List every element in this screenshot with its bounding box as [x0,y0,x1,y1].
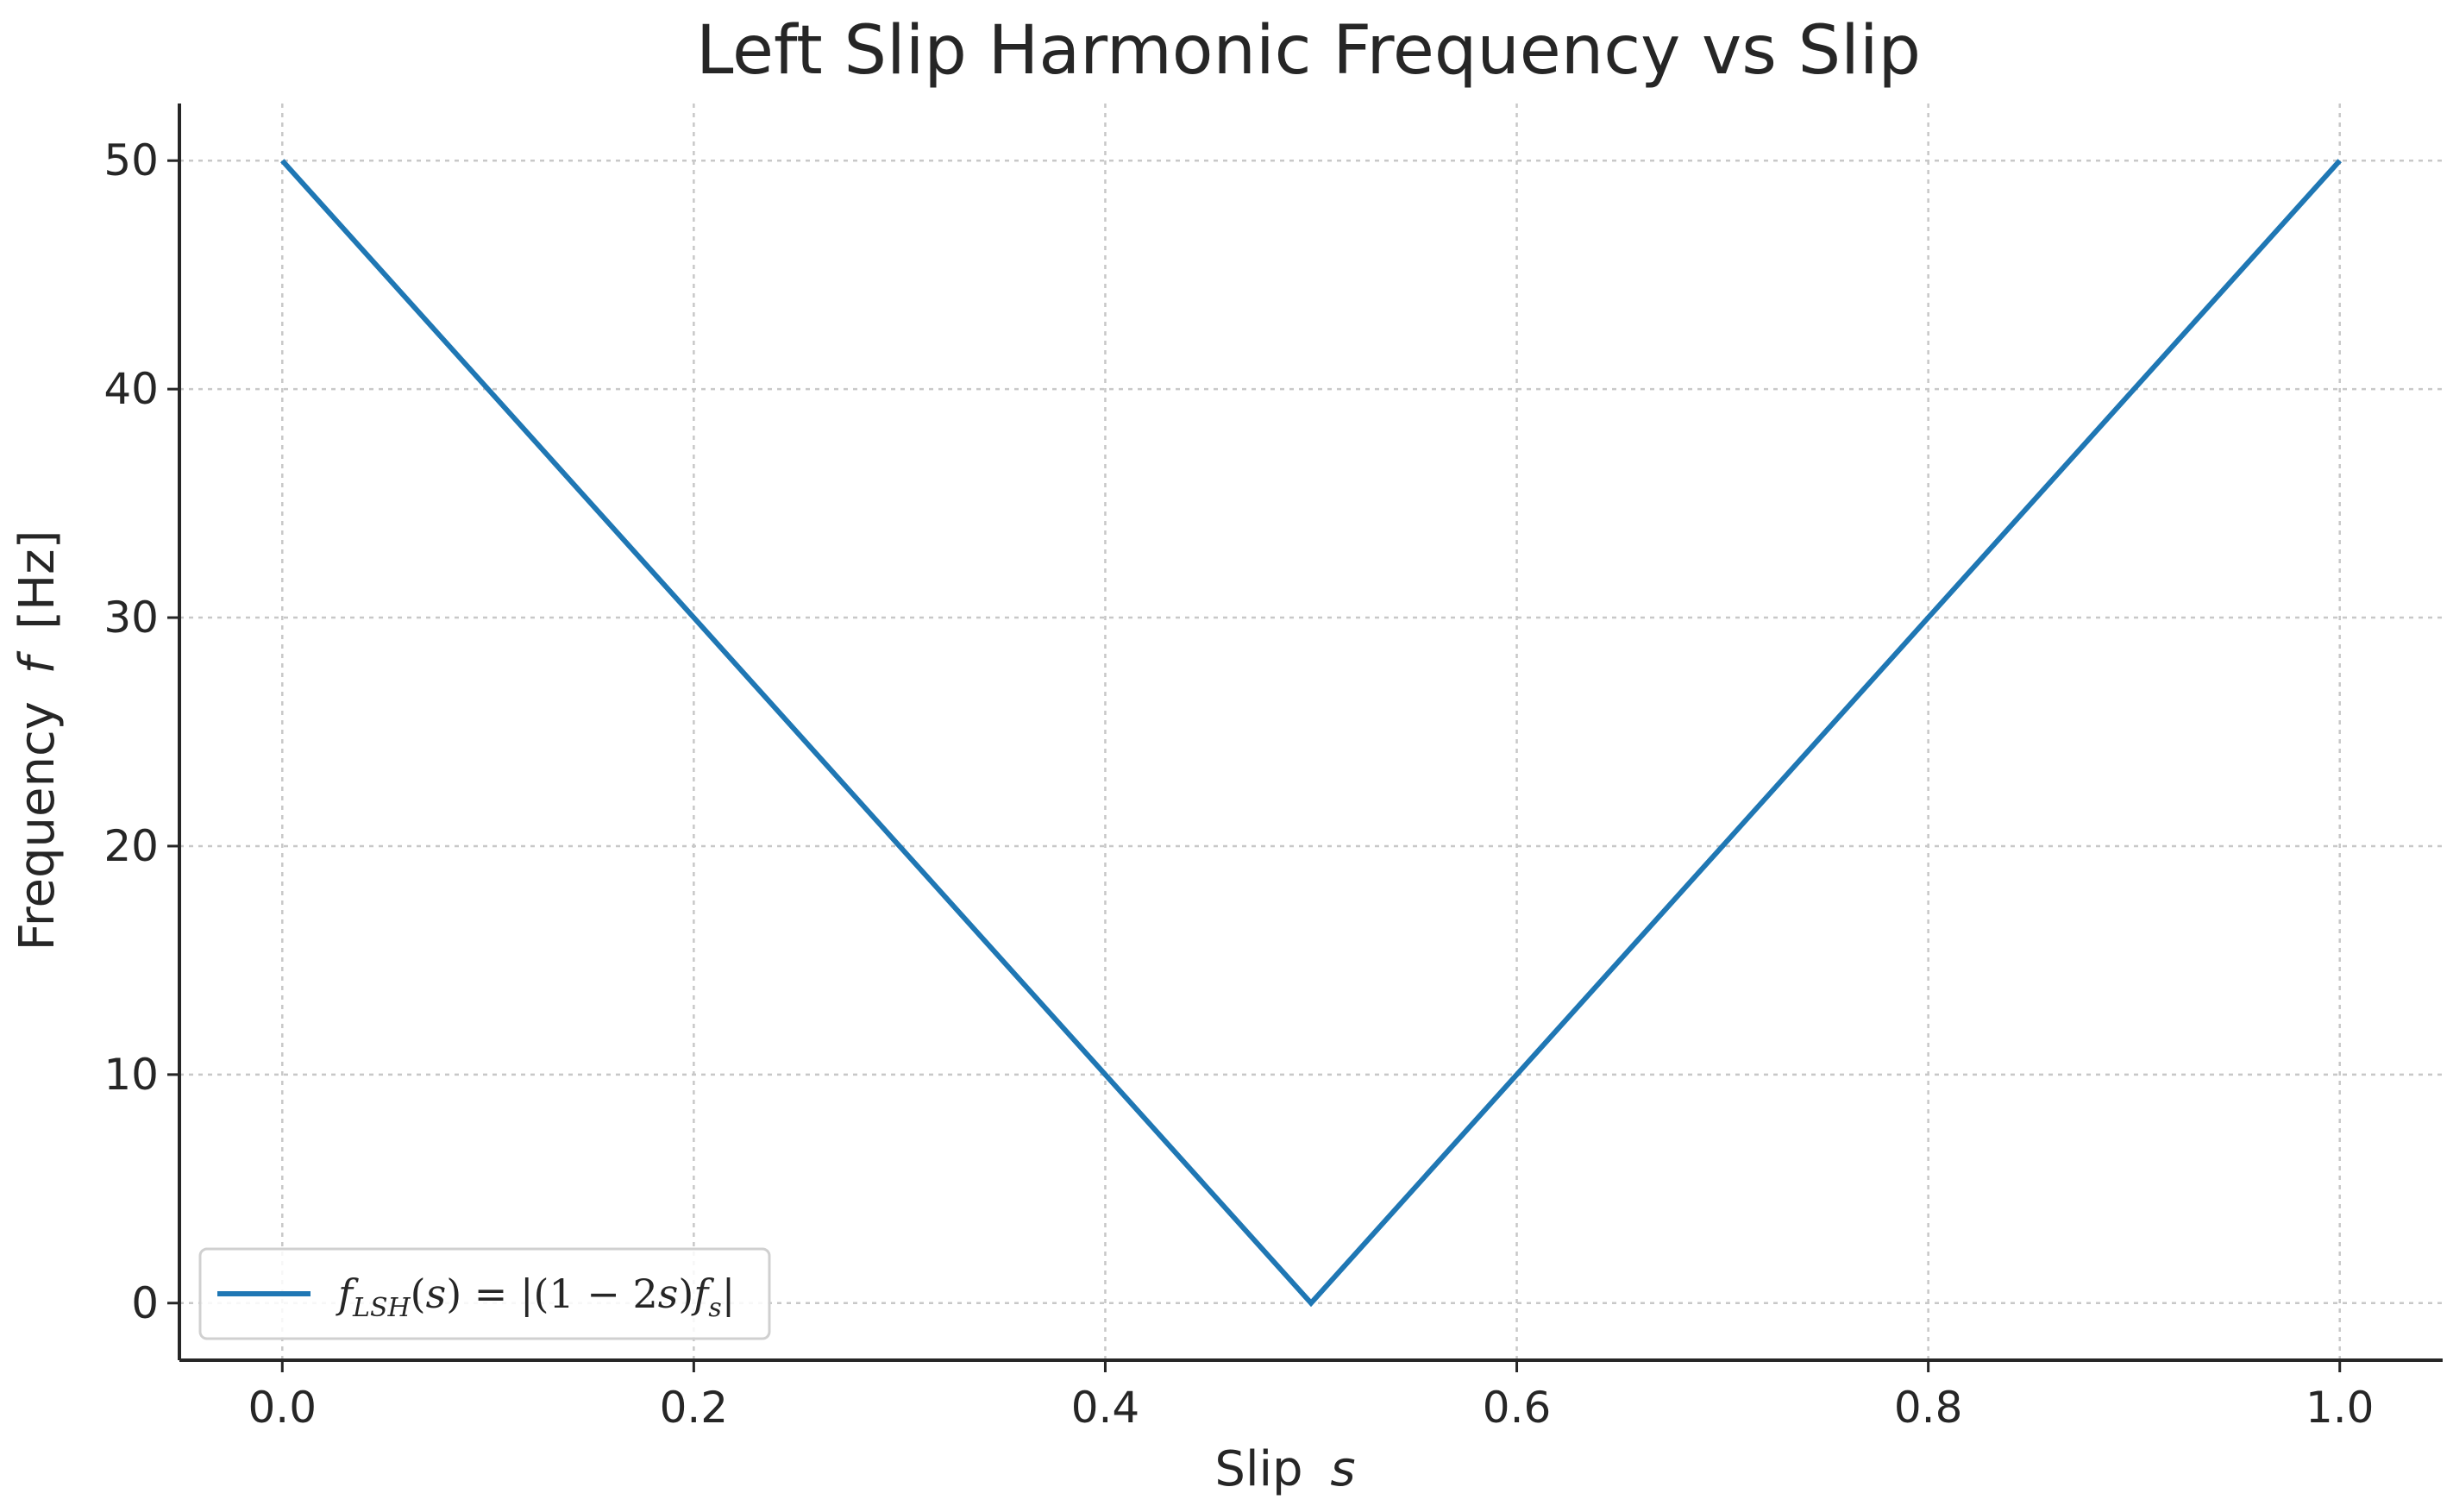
y-axis-label-text: Frequency [9,701,66,950]
x-tick-label: 0.4 [1071,1383,1140,1433]
series-line [280,159,2342,1308]
y-tick-label: 20 [104,821,159,871]
x-axis-label: Slip s [1214,1441,1355,1497]
x-tick-label: 1.0 [2306,1383,2375,1433]
y-tick-label: 30 [104,593,159,643]
legend-entry-label: fLSH(s) = |(1 − 2s)fs| [336,1270,735,1323]
chart-title: Left Slip Harmonic Frequency vs Slip [696,12,1921,90]
y-axis-label-symbol: f [9,650,66,674]
legend: fLSH(s) = |(1 − 2s)fs| [198,1247,771,1340]
x-tick-label: 0.2 [660,1383,729,1433]
series [280,159,2342,1308]
x-tick-label: 0.0 [248,1383,317,1433]
y-tick-label: 40 [104,364,159,414]
x-axis-label-symbol: s [1330,1441,1355,1497]
y-tick-label: 0 [131,1278,159,1328]
x-tick-label: 0.6 [1483,1383,1552,1433]
y-axis-label-unit: [Hz] [9,530,66,630]
y-axis-label: Frequency f [Hz] [9,530,66,951]
x-tick-label: 0.8 [1894,1383,1963,1433]
legend-box [198,1247,771,1340]
x-axis-label-text: Slip [1214,1441,1302,1497]
ticks: 0.0 0.2 0.4 0.6 0.8 1.0 0 10 20 30 40 50 [104,135,2374,1433]
y-tick-label: 50 [104,135,159,185]
y-tick-label: 10 [104,1050,159,1100]
grid [179,104,2443,1360]
axes-spines [178,104,2443,1362]
